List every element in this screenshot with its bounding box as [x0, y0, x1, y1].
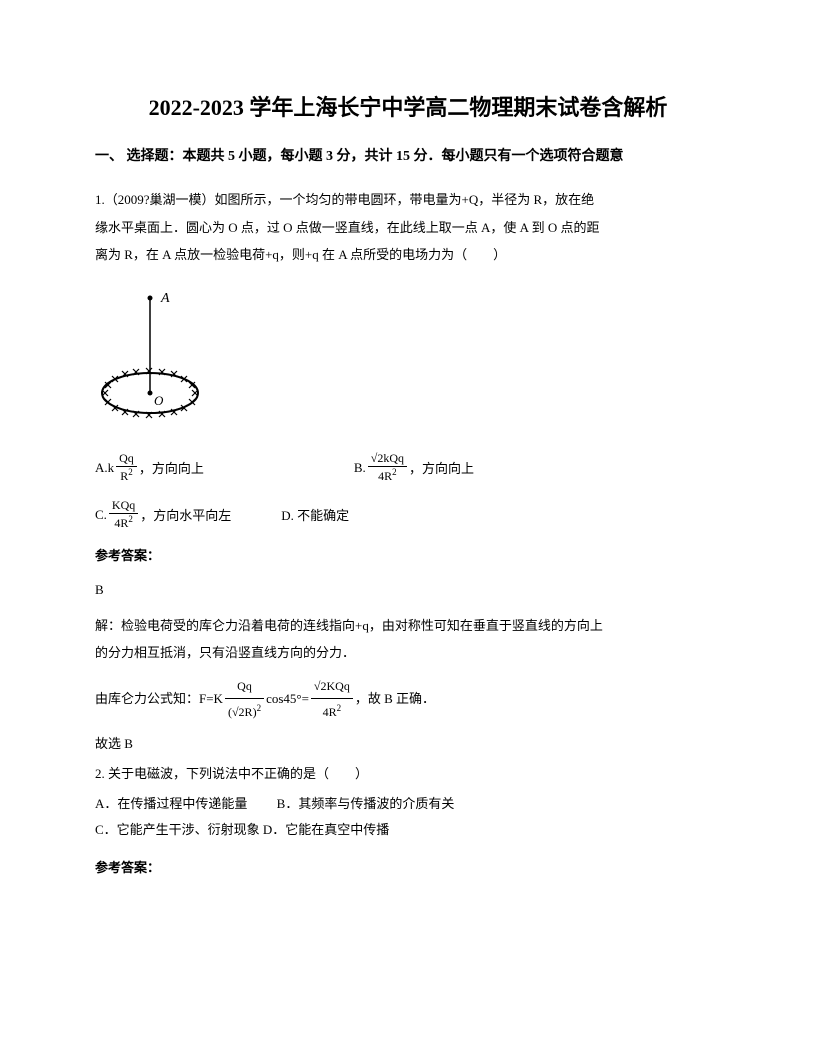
q1-option-c: C. KQq 4R2 ，方向水平向左 — [95, 498, 231, 531]
q1-options-row1: A. k Qq R2 ，方向向上 B. √2kQq 4R2 ，方向向上 — [95, 451, 721, 484]
optC-den: 4R2 — [109, 514, 138, 531]
q1-answer-letter: B — [95, 576, 721, 603]
q1-conclusion: 故选 B — [95, 732, 721, 755]
section-header: 一、 选择题：本题共 5 小题，每小题 3 分，共计 15 分．每小题只有一个选… — [95, 146, 721, 168]
q1-option-b: B. √2kQq 4R2 ，方向向上 — [354, 451, 474, 484]
optB-prefix: B. — [354, 460, 366, 476]
q2-answer-label: 参考答案： — [95, 857, 721, 876]
optA-suffix: ，方向向上 — [139, 458, 204, 477]
optC-suffix: ，方向水平向左 — [140, 505, 231, 524]
optC-fraction: KQq 4R2 — [109, 498, 138, 531]
q1-options-row2: C. KQq 4R2 ，方向水平向左 D. 不能确定 — [95, 498, 721, 531]
q1-answer-label: 参考答案： — [95, 545, 721, 564]
q1-line3: 离为 R，在 A 点放一检验电荷+q，则+q 在 A 点所受的电场力为（ ） — [95, 247, 506, 262]
optA-prefix: A. — [95, 460, 108, 476]
q1-formula: 由库仑力公式知：F=K Qq (√2R)2 cos45°= √2KQq 4R2 … — [95, 674, 721, 724]
q1-line2: 缘水平桌面上．圆心为 O 点，过 O 点做一竖直线，在此线上取一点 A，使 A … — [95, 220, 599, 235]
svg-text:A: A — [160, 291, 170, 306]
formula-frac1: Qq (√2R)2 — [225, 674, 264, 724]
svg-text:O: O — [154, 393, 164, 408]
q2-option-a: A．在传播过程中传递能量 — [95, 796, 247, 811]
optB-num: √2kQq — [368, 451, 407, 467]
q1-explanation: 解：检验电荷受的库仑力沿着电荷的连线指向+q，由对称性可知在垂直于竖直线的方向上… — [95, 612, 721, 667]
formula-frac1-num: Qq — [225, 674, 264, 699]
optC-num: KQq — [109, 498, 138, 514]
q2-stem: 2. 关于电磁波，下列说法中不正确的是（ ） — [95, 762, 721, 785]
q2-options-row2: C．它能产生干涉、衍射现象 D．它能在真空中传播 — [95, 817, 721, 843]
q1-figure: A O — [95, 280, 721, 435]
q1-line1: 1.（2009?巢湖一模）如图所示，一个均匀的带电圆环，带电量为+Q，半径为 R… — [95, 192, 594, 207]
exam-title: 2022-2023 学年上海长宁中学高二物理期末试卷含解析 — [95, 90, 721, 122]
q2-option-c: C．它能产生干涉、衍射现象 — [95, 822, 260, 837]
optA-fraction: Qq R2 — [116, 451, 137, 484]
formula-frac2-den: 4R2 — [311, 699, 353, 724]
q1-option-a: A. k Qq R2 ，方向向上 — [95, 451, 204, 484]
formula-frac2: √2KQq 4R2 — [311, 674, 353, 724]
formula-frac1-den: (√2R)2 — [225, 699, 264, 724]
formula-suffix: ，故 B 正确． — [355, 686, 435, 712]
optA-k: k — [108, 460, 115, 476]
q1-option-d: D. 不能确定 — [281, 505, 349, 524]
q2-option-b: B．其频率与传播波的介质有关 — [277, 796, 455, 811]
optB-fraction: √2kQq 4R2 — [368, 451, 407, 484]
optC-prefix: C. — [95, 507, 107, 523]
formula-cos: cos45°= — [266, 686, 309, 712]
q1-explain-line1: 解：检验电荷受的库仑力沿着电荷的连线指向+q，由对称性可知在垂直于竖直线的方向上 — [95, 618, 603, 633]
optA-den: R2 — [116, 467, 137, 484]
q2-option-d: D．它能在真空中传播 — [263, 822, 389, 837]
optB-suffix: ，方向向上 — [409, 458, 474, 477]
q1-explain-line2: 的分力相互抵消，只有沿竖直线方向的分力． — [95, 645, 355, 660]
optB-den: 4R2 — [368, 467, 407, 484]
optA-num: Qq — [116, 451, 137, 467]
formula-prefix: 由库仑力公式知：F=K — [95, 686, 223, 712]
q2-options-row1: A．在传播过程中传递能量 B．其频率与传播波的介质有关 — [95, 791, 721, 817]
formula-frac2-num: √2KQq — [311, 674, 353, 699]
q1-stem: 1.（2009?巢湖一模）如图所示，一个均匀的带电圆环，带电量为+Q，半径为 R… — [95, 186, 721, 268]
